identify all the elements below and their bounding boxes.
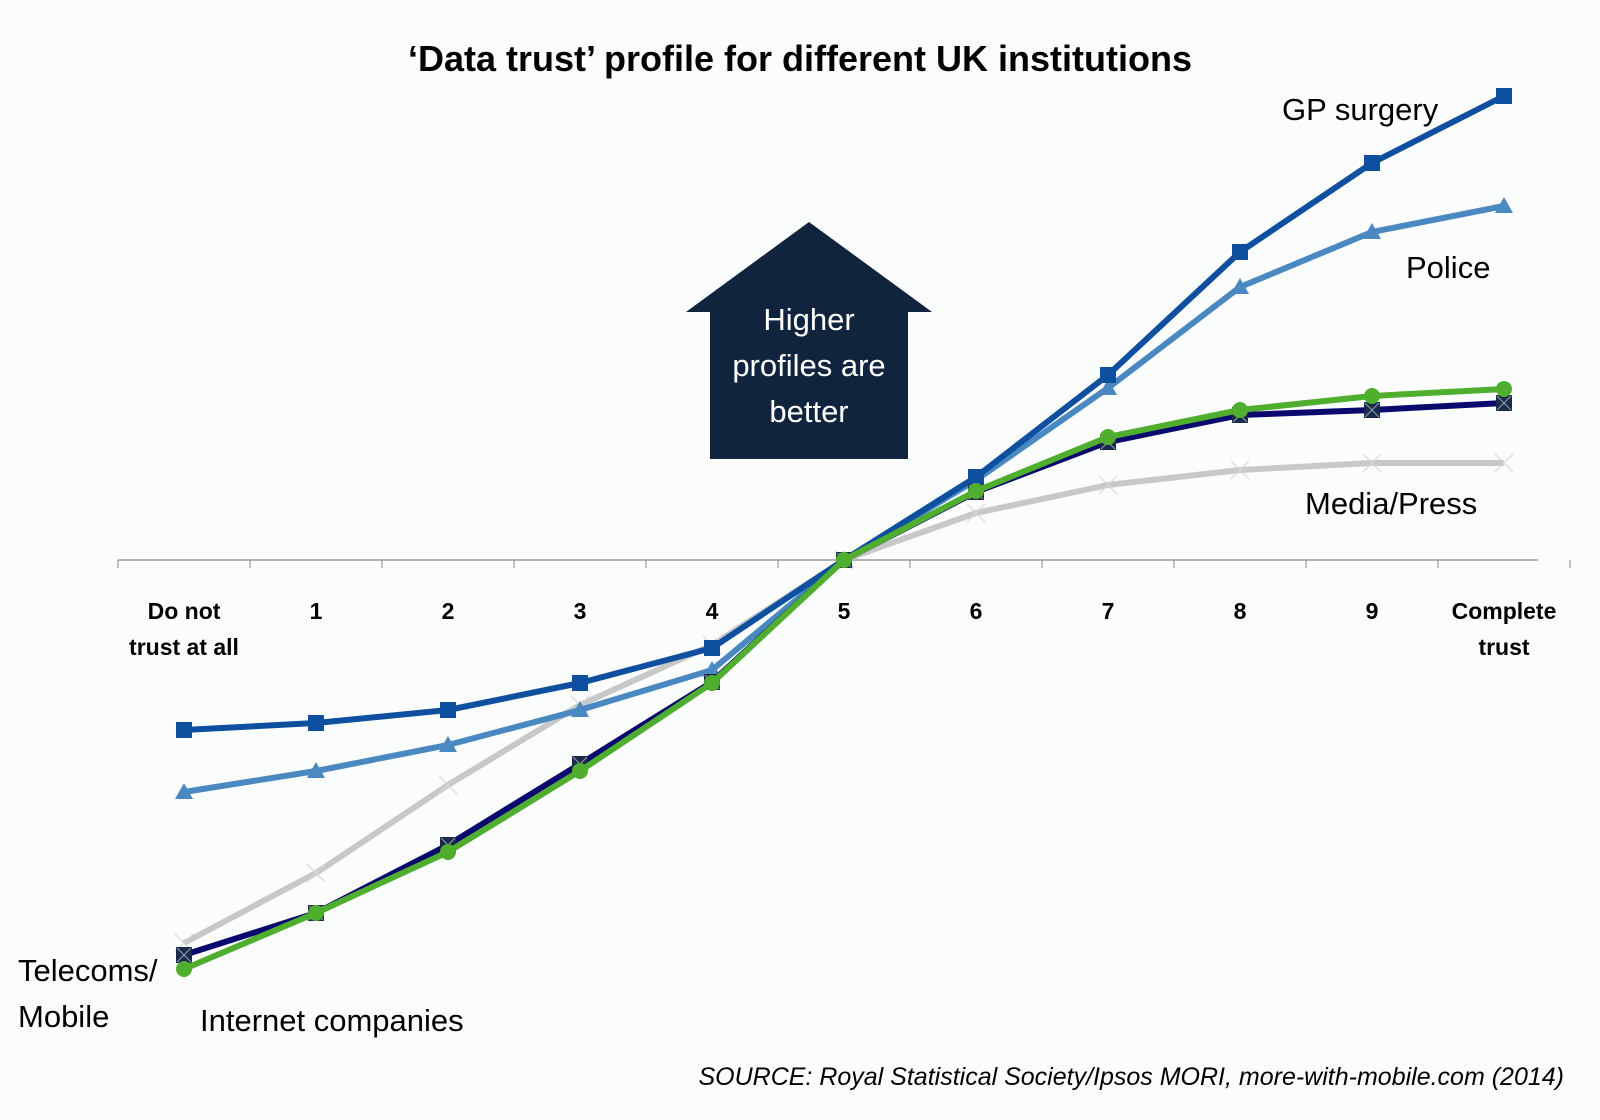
square-marker [440,702,456,718]
x-marker [1230,460,1250,480]
arrow-text-line3: better [769,394,848,429]
label-telecoms-line1: Telecoms/ [18,953,158,988]
circle-marker [836,552,852,568]
circle-marker [176,961,192,977]
x-tick-label: 1 [310,598,323,624]
label-telecoms-line2: Mobile [18,999,109,1034]
x-tick-label: Do not trust at all [129,598,239,660]
square-marker [704,640,720,656]
triangle-marker [571,701,589,717]
higher-is-better-arrow: Higher profiles are better [686,222,932,459]
series-media-press [174,453,1514,953]
square-marker [1364,155,1380,171]
arrow-text-line1: Higher [763,302,854,337]
x-marker [1362,453,1382,473]
triangle-marker [703,661,721,677]
chart-title: ‘Data trust’ profile for different UK in… [407,38,1193,79]
x-tick-label: 5 [838,598,851,624]
x-marker [1494,453,1514,473]
circle-marker [704,675,720,691]
x-axis: Do not trust at all 1 2 3 4 5 6 7 8 9 Complete trust [117,559,1571,660]
triangle-marker [1099,379,1117,395]
x-marker [438,775,458,795]
circle-marker [572,763,588,779]
x-tick-label: Complete trust [1452,598,1557,660]
x-tick-label: 3 [574,598,587,624]
circle-marker [968,483,984,499]
square-marker [1232,244,1248,260]
square-marker [968,469,984,485]
x-tick-label: 2 [442,598,455,624]
series-telecoms-mobile [176,395,1512,963]
triangle-marker [1231,278,1249,294]
circle-marker [1364,388,1380,404]
x-tick-label: 9 [1366,598,1379,624]
label-gp-surgery: GP surgery [1282,92,1439,127]
square-marker [572,675,588,691]
series-internet-companies [176,381,1512,977]
label-media-press: Media/Press [1305,486,1477,521]
x-tick-label: 8 [1234,598,1247,624]
square-marker [1100,367,1116,383]
x-marker [1098,475,1118,495]
triangle-marker [175,783,193,799]
circle-marker [1232,402,1248,418]
triangle-marker [307,762,325,778]
x-tick-label: 7 [1102,598,1115,624]
source-note: SOURCE: Royal Statistical Society/Ipsos … [698,1063,1564,1091]
circle-marker [1100,429,1116,445]
x-marker [966,503,986,523]
triangle-marker [1495,197,1513,213]
circle-marker [308,905,324,921]
series-layer [174,88,1514,977]
triangle-marker [1363,223,1381,239]
circle-marker [1496,381,1512,397]
label-internet-companies: Internet companies [200,1003,464,1038]
x-tick-label: 4 [706,598,719,624]
square-marker [176,722,192,738]
circle-marker [440,844,456,860]
x-tick-label: 6 [970,598,983,624]
arrow-text-line2: profiles are [732,348,885,383]
square-marker [308,715,324,731]
square-marker [1496,88,1512,104]
triangle-marker [439,736,457,752]
label-police: Police [1406,250,1490,285]
x-marker [306,863,326,883]
